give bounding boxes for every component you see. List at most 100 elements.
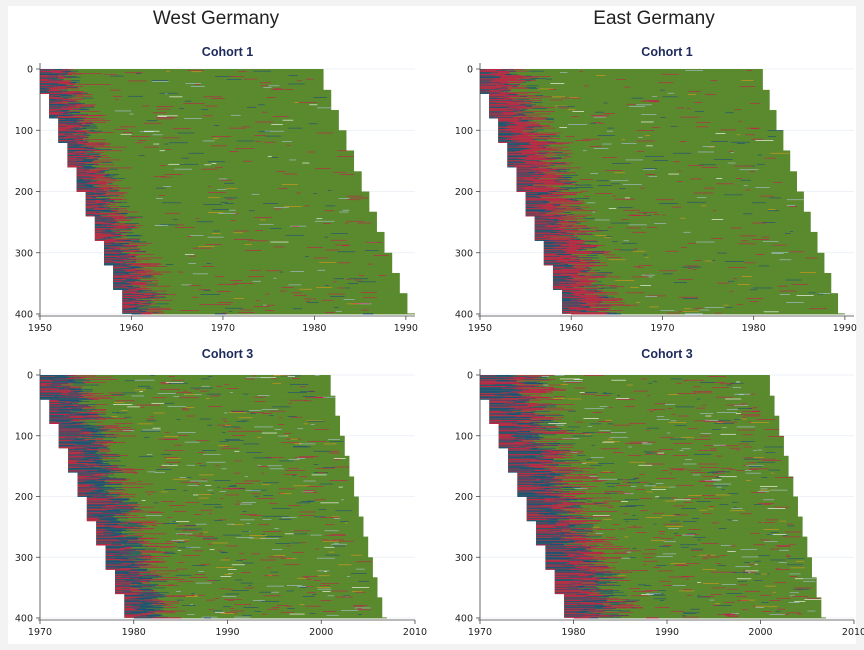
state-segment [720,129,736,131]
sequence-row [67,165,355,167]
sequence-row [86,509,359,511]
state-segment [76,165,84,167]
state-segment [562,301,579,303]
state-segment [61,71,72,73]
state-segment [653,381,657,383]
sequence-row [40,75,324,77]
state-segment [297,80,302,82]
sequence-row [489,110,777,112]
sequence-row [40,383,331,385]
state-segment [517,385,539,387]
state-segment [164,439,179,441]
state-segment [68,465,99,467]
state-segment [552,287,603,289]
state-segment [226,588,233,590]
state-segment [79,106,95,108]
state-segment [317,587,331,589]
state-segment [85,195,109,197]
sequence-row [489,94,770,96]
state-segment [203,539,218,541]
state-segment [97,180,122,182]
state-segment [615,280,635,282]
state-segment [76,190,109,192]
state-segment [96,528,142,530]
state-segment [49,97,62,99]
sequence-row [122,309,408,311]
state-segment [122,307,148,309]
state-segment [170,521,190,523]
state-segment [103,512,122,514]
state-segment [138,583,159,585]
state-segment [70,401,90,403]
state-segment [122,540,144,542]
state-segment [337,540,354,542]
state-segment [272,549,283,551]
state-segment [244,476,249,478]
sequence-row [480,378,770,380]
state-segment [316,132,334,134]
sequence-row [124,597,383,599]
sequence-row [115,577,378,579]
state-segment [58,430,81,432]
state-segment [569,206,581,208]
state-segment [498,124,515,126]
state-segment [677,279,693,281]
state-segment [296,458,306,460]
sequence-row [122,308,408,310]
state-segment [480,92,498,94]
state-segment [185,100,192,102]
state-segment [191,296,199,298]
x-tick-label: 1980 [742,323,766,334]
state-segment [341,610,359,612]
state-segment [119,551,129,553]
state-segment [574,293,594,295]
state-segment [49,404,97,406]
state-segment [113,282,129,284]
state-segment [103,444,112,446]
state-segment [507,159,527,161]
state-segment [145,306,161,308]
state-segment [130,241,147,243]
state-segment [552,279,565,281]
state-segment [126,574,142,576]
state-segment [737,143,745,145]
state-segment [140,543,170,545]
state-segment [104,251,135,253]
state-segment [266,97,277,99]
state-segment [93,215,101,217]
state-segment [77,444,103,446]
sequence-row [534,217,811,219]
state-segment [542,201,549,203]
state-segment [250,269,261,271]
state-segment [230,220,236,222]
state-segment [115,580,125,582]
state-segment [190,86,205,88]
sequence-row [49,108,332,110]
state-segment [272,406,291,408]
state-segment [96,156,102,158]
state-segment [534,234,560,236]
sequence-row [562,297,839,299]
state-segment [552,286,580,288]
state-segment [140,280,159,282]
state-segment [668,173,680,175]
state-segment [158,577,179,579]
sequence-row [94,228,377,230]
state-segment [77,483,106,485]
state-segment [562,182,576,184]
sequence-row [480,88,763,90]
state-segment [65,129,79,131]
state-segment [179,397,199,399]
sequence-row [133,617,387,619]
state-segment [335,510,353,512]
sequence-row [40,87,324,89]
state-segment [521,120,528,122]
state-segment [643,168,658,170]
sequence-row [562,300,839,302]
sequence-row [76,187,362,189]
sequence-row [85,197,370,199]
state-segment [597,281,602,283]
state-segment [112,95,123,97]
state-segment [179,163,199,165]
state-segment [49,399,93,401]
